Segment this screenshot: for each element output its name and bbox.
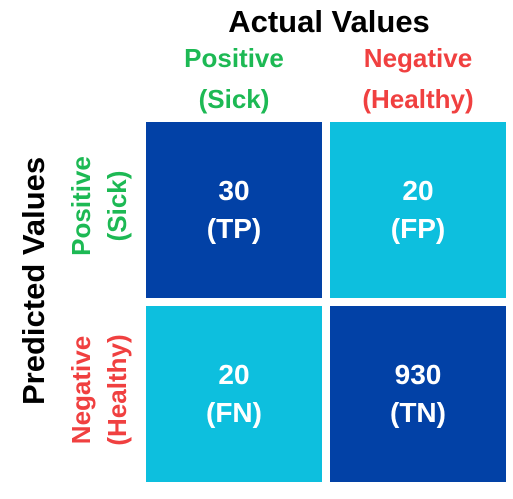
row-header-negative-sublabel: (Healthy) [102, 334, 132, 446]
row-header-positive-label: Positive [66, 156, 96, 256]
cell-true-positive-label: (TP) [206, 213, 262, 244]
row-header-negative: Negative (Healthy) [63, 315, 135, 465]
cell-true-negative-label: (TN) [390, 397, 446, 428]
cell-false-negative-label: (FN) [206, 397, 262, 428]
row-header-positive: Positive (Sick) [63, 131, 135, 281]
cell-false-negative-value: 20 [218, 359, 250, 390]
cell-false-positive-label: (FP) [390, 213, 446, 244]
actual-values-title: Actual Values [228, 4, 430, 39]
cell-true-negative-value: 930 [394, 359, 442, 390]
row-header-positive-sublabel: (Sick) [102, 170, 132, 242]
cell-false-negative: 20 (FN) [146, 306, 322, 482]
column-header-positive: Positive (Sick) [146, 38, 322, 120]
column-header-positive-sublabel: (Sick) [198, 84, 270, 114]
column-header-negative-label: Negative [363, 43, 473, 73]
cell-true-positive: 30 (TP) [146, 122, 322, 298]
column-header-negative-sublabel: (Healthy) [362, 84, 474, 114]
cell-false-positive: 20 (FP) [330, 122, 506, 298]
row-header-negative-label: Negative [66, 335, 96, 445]
column-header-negative: Negative (Healthy) [330, 38, 506, 120]
column-header-positive-label: Positive [184, 43, 284, 73]
predicted-values-title: Predicted Values [16, 156, 51, 405]
cell-true-negative: 930 (TN) [330, 306, 506, 482]
cell-true-positive-value: 30 [218, 175, 250, 206]
cell-false-positive-value: 20 [402, 175, 434, 206]
